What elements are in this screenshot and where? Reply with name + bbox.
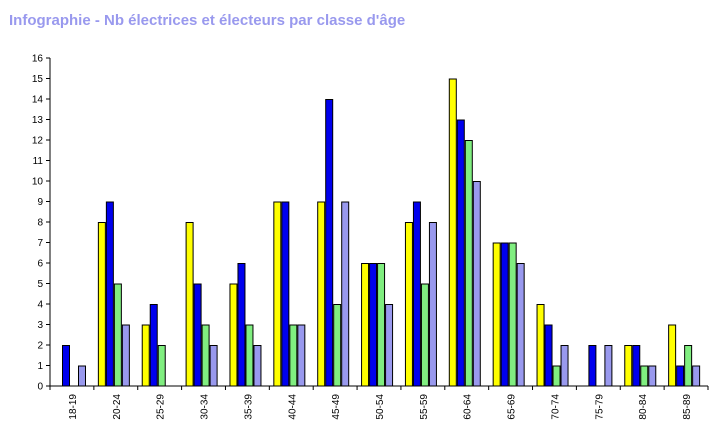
y-tick-label: 4 — [37, 300, 43, 311]
y-tick-label: 6 — [37, 259, 43, 270]
x-tick-label: 40-44 — [287, 394, 298, 420]
x-tick-label: 70-74 — [550, 394, 561, 420]
y-tick-label: 14 — [32, 95, 44, 106]
bar — [281, 201, 290, 387]
bar — [253, 345, 262, 387]
bar — [632, 345, 641, 387]
bar — [369, 263, 378, 387]
bar — [420, 283, 429, 387]
bar — [105, 201, 114, 387]
bar — [149, 304, 158, 387]
bar — [62, 345, 70, 387]
bar — [456, 119, 465, 387]
bar — [448, 78, 457, 387]
x-tick-label: 30-34 — [200, 394, 211, 420]
x-tick-label: 50-54 — [375, 394, 386, 420]
bar — [289, 324, 298, 387]
y-tick-label: 9 — [37, 197, 43, 208]
bar — [97, 222, 106, 387]
x-tick-label: 85-89 — [682, 394, 693, 420]
x-tick-label: 75-79 — [594, 394, 605, 420]
bar — [297, 324, 306, 387]
bar — [185, 222, 194, 387]
bar — [624, 345, 633, 387]
bar — [209, 345, 218, 387]
bar — [157, 345, 166, 387]
y-tick-label: 5 — [37, 279, 43, 290]
y-tick-label: 2 — [37, 341, 43, 352]
bar — [229, 283, 238, 387]
bar — [237, 263, 246, 387]
bar — [560, 345, 569, 387]
bar — [668, 324, 677, 387]
x-axis: 18-19 20-24 25-29 30-34 35-39 40-44 45-49 50-54… — [49, 385, 709, 420]
bar — [544, 324, 553, 387]
bar — [692, 365, 701, 387]
bar — [377, 263, 386, 387]
bar — [245, 324, 254, 387]
bar — [492, 242, 501, 387]
y-tick-label: 10 — [32, 177, 44, 188]
bar — [404, 222, 413, 387]
bar — [516, 263, 525, 387]
bar — [317, 201, 326, 387]
bar — [412, 201, 421, 387]
bar — [201, 324, 210, 387]
bar — [552, 365, 561, 387]
bar — [273, 201, 282, 387]
bar — [648, 365, 657, 387]
y-tick-label: 0 — [37, 382, 43, 393]
x-tick-label: 55-59 — [419, 394, 430, 420]
bar — [588, 345, 597, 387]
bar — [536, 304, 545, 387]
x-tick-label: 20-24 — [112, 394, 123, 420]
y-tick-label: 15 — [32, 74, 44, 85]
bar — [333, 304, 342, 387]
y-tick-label: 11 — [33, 156, 44, 167]
bar — [472, 181, 481, 387]
y-tick-label: 3 — [37, 320, 43, 331]
x-tick-label: 35-39 — [243, 394, 254, 420]
bar — [676, 365, 685, 387]
y-tick-label: 8 — [37, 218, 43, 229]
x-tick-label: 80-84 — [638, 394, 649, 420]
bar — [341, 201, 350, 387]
x-tick-label: 65-69 — [507, 394, 518, 420]
x-tick-label: 60-64 — [463, 394, 474, 420]
bar — [113, 283, 122, 387]
bar — [325, 99, 334, 387]
bar — [385, 304, 394, 387]
bars-group — [62, 78, 701, 387]
y-tick-label: 7 — [37, 238, 43, 249]
bar — [604, 345, 613, 387]
y-tick-label: 16 — [32, 54, 44, 65]
bar — [508, 242, 517, 387]
bar — [78, 365, 86, 387]
bar — [464, 140, 473, 387]
bar — [500, 242, 509, 387]
bar — [640, 365, 649, 387]
bar — [141, 324, 150, 387]
x-tick-label: 25-29 — [156, 394, 167, 420]
chart-title: Infographie - Nb électrices et électeurs… — [9, 12, 406, 29]
y-tick-label: 13 — [32, 115, 44, 126]
bar — [428, 222, 437, 387]
x-tick-label: 18-19 — [68, 394, 79, 420]
y-tick-label: 12 — [32, 136, 44, 147]
bar — [121, 324, 130, 387]
x-tick-label: 45-49 — [331, 394, 342, 420]
bar — [193, 283, 202, 387]
y-tick-label: 1 — [37, 361, 43, 372]
bar — [684, 345, 693, 387]
bar — [361, 263, 370, 387]
